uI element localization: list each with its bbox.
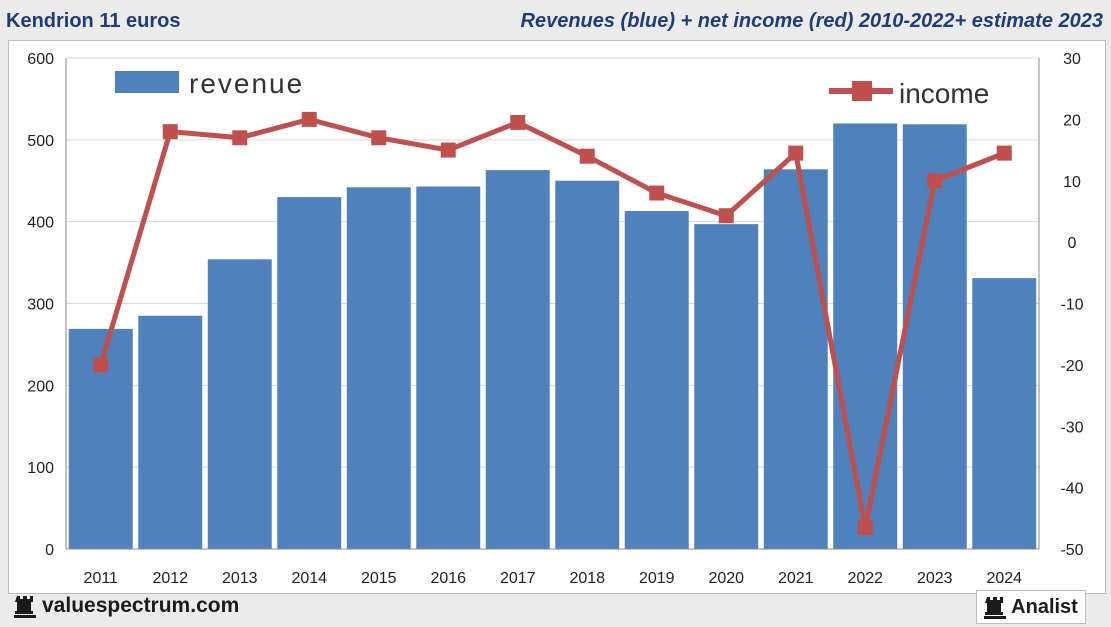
y-left-tick-label: 0 <box>45 542 54 559</box>
x-tick-label: 2015 <box>361 570 397 587</box>
x-tick-label: 2018 <box>569 570 605 587</box>
income-point <box>996 145 1012 161</box>
legend-revenue-label: revenue <box>189 68 304 99</box>
chart-area: 0 100 200 300 400 500 600 -50 -40 -30 -20 -10 0 10 20 3… <box>27 51 1083 587</box>
footer-analist-badge: Analist <box>976 590 1086 624</box>
y-left-tick-label: 500 <box>27 133 54 150</box>
revenue-bar <box>555 180 620 549</box>
y-right-tick-label: 20 <box>1063 112 1081 129</box>
y-left-tick-label: 200 <box>27 378 54 395</box>
y-left-tick-label: 400 <box>27 215 54 232</box>
income-point <box>440 142 456 158</box>
income-point <box>718 208 734 224</box>
y-right-tick-label: 10 <box>1063 174 1081 191</box>
y-right-tick-label: -30 <box>1060 419 1083 436</box>
income-point <box>510 114 526 130</box>
revenue-bar <box>833 123 898 549</box>
x-tick-label: 2020 <box>708 570 744 587</box>
y-right-tick-label: -20 <box>1060 358 1083 375</box>
footer-badge-label: Analist <box>1011 595 1078 618</box>
y-right-tick-label: 0 <box>1068 235 1077 252</box>
y-right-tick-label: -40 <box>1060 481 1083 498</box>
revenue-bar <box>694 224 759 549</box>
revenue-bar <box>277 197 342 549</box>
x-tick-label: 2017 <box>500 570 536 587</box>
y-right-tick-label: 30 <box>1063 51 1081 68</box>
revenue-bar <box>207 259 272 549</box>
income-point <box>788 145 804 161</box>
chart-header-subtitle: Revenues (blue) + net income (red) 2010-… <box>520 10 1104 32</box>
x-tick-label: 2013 <box>222 570 258 587</box>
income-point <box>857 520 873 536</box>
income-point <box>301 111 317 127</box>
y-left-tick-label: 300 <box>27 297 54 314</box>
legend-income-marker <box>852 81 872 101</box>
x-tick-label: 2021 <box>778 570 814 587</box>
y-left-tick-label: 100 <box>27 460 54 477</box>
rook-icon <box>984 597 1007 619</box>
legend-income-label: income <box>899 78 989 109</box>
y-right-tick-label: -50 <box>1060 542 1083 559</box>
income-point <box>93 357 109 373</box>
income-point <box>371 130 387 146</box>
revenue-bar <box>763 169 828 549</box>
axes: 0 100 200 300 400 500 600 -50 -40 -30 -20 -10 0 10 20 3… <box>27 51 1083 587</box>
x-tick-label: 2016 <box>430 570 466 587</box>
revenue-bar <box>346 187 411 549</box>
x-tick-label: 2022 <box>847 570 883 587</box>
footer-brand: valuespectrum.com <box>14 594 239 618</box>
x-tick-label: 2012 <box>152 570 188 587</box>
income-point <box>927 173 943 189</box>
x-tick-label: 2014 <box>291 570 327 587</box>
revenue-bars <box>68 123 1037 550</box>
x-tick-label: 2024 <box>986 570 1022 587</box>
revenue-bar <box>972 278 1037 549</box>
income-point <box>232 130 248 146</box>
revenue-bar <box>416 186 481 549</box>
y-left-tick-label: 600 <box>27 51 54 68</box>
income-point <box>162 124 178 140</box>
chart-frame: 0 100 200 300 400 500 600 -50 -40 -30 -20 -10 0 10 20 3… <box>8 40 1106 594</box>
income-series-line <box>98 116 1006 531</box>
chart-legend: revenue income <box>115 68 989 109</box>
x-tick-label: 2019 <box>639 570 675 587</box>
rook-icon <box>14 596 36 618</box>
y-right-tick-label: -10 <box>1060 297 1083 314</box>
income-line <box>93 111 1012 536</box>
revenue-bar <box>485 170 550 549</box>
revenue-bar <box>138 315 203 549</box>
revenue-bar <box>624 211 689 550</box>
income-point <box>579 148 595 164</box>
income-point <box>649 185 665 201</box>
revenue-bar <box>902 124 967 549</box>
footer-brand-label: valuespectrum.com <box>42 594 240 617</box>
x-tick-label: 2011 <box>84 570 119 587</box>
x-tick-label: 2023 <box>917 570 953 587</box>
legend-revenue-swatch <box>115 71 179 93</box>
chart-header-title: Kendrion 11 euros <box>6 10 181 32</box>
